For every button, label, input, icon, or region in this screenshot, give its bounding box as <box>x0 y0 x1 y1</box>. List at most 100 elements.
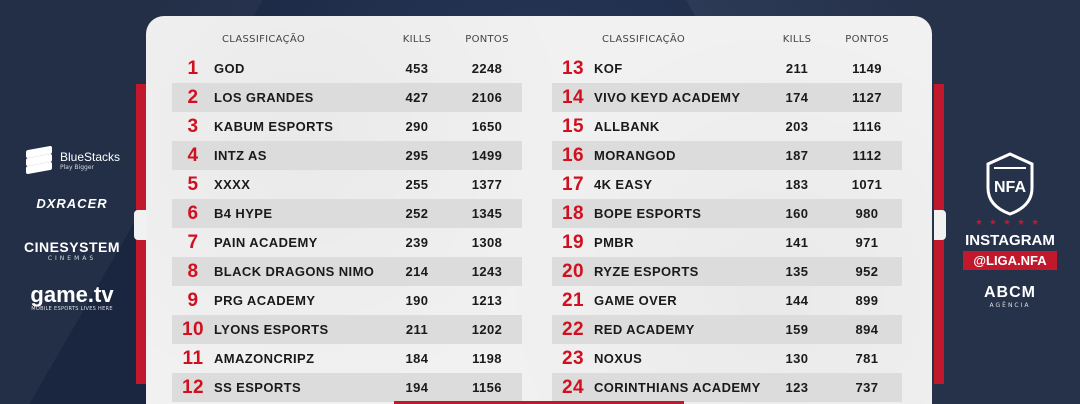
table-row: 24 CORINTHIANS ACADEMY 123 737 <box>552 373 902 402</box>
instagram-handle[interactable]: @LIGA.NFA <box>963 251 1057 270</box>
points-value: 1345 <box>471 206 503 221</box>
bluestacks-tagline: Play Bigger <box>60 163 94 171</box>
kills-value: 211 <box>405 322 429 337</box>
position-number: 11 <box>182 347 204 369</box>
kills-value: 144 <box>785 293 809 308</box>
points-value: 952 <box>855 264 879 279</box>
header-classification: Classificação <box>602 33 686 45</box>
points-value: 980 <box>855 206 879 221</box>
header-points: Pontos <box>845 33 889 45</box>
kills-value: 211 <box>785 61 809 76</box>
team-name: PAIN ACADEMY <box>214 235 318 250</box>
kills-value: 160 <box>785 206 809 221</box>
points-value: 1308 <box>471 235 503 250</box>
position-number: 14 <box>562 86 584 108</box>
points-value: 1243 <box>471 264 503 279</box>
team-name: XXXX <box>214 177 251 192</box>
kills-value: 239 <box>405 235 429 250</box>
table-header: Classificação Kills Pontos <box>552 24 902 54</box>
table-row: 22 RED ACADEMY 159 894 <box>552 315 902 344</box>
points-value: 1156 <box>472 380 502 395</box>
team-name: ALLBANK <box>594 119 660 134</box>
bluestacks-logo: BlueStacks Play Bigger <box>24 140 130 180</box>
table-row: 18 BOPE ESPORTS 160 980 <box>552 199 902 228</box>
table-row: 8 BLACK DRAGONS NIMO 214 1243 <box>172 257 522 286</box>
kills-value: 252 <box>405 206 429 221</box>
dxracer-logo: DXRACER <box>36 196 108 211</box>
position-number: 1 <box>187 57 199 79</box>
team-name: LOS GRANDES <box>214 90 314 105</box>
table-body: 1 GOD 453 2248 2 LOS GRANDES 427 2106 3 KABUM ESP… <box>172 54 522 402</box>
team-name: BLACK DRAGONS NIMO <box>214 264 375 279</box>
points-value: 1202 <box>471 322 503 337</box>
points-value: 1116 <box>852 119 882 134</box>
cinesystem-logo: CINESYSTEM CINEMAS <box>14 239 130 262</box>
points-value: 1499 <box>471 148 503 163</box>
team-name: CORINTHIANS ACADEMY <box>594 380 761 395</box>
bottom-accent-bar <box>394 401 684 404</box>
table-row: 6 B4 HYPE 252 1345 <box>172 199 522 228</box>
abcm-name: ABCM <box>984 284 1036 301</box>
position-number: 21 <box>562 289 584 311</box>
kills-value: 203 <box>785 119 809 134</box>
panel-notch-right <box>934 210 946 240</box>
header-classification: Classificação <box>222 33 306 45</box>
standings-table-right: Classificação Kills Pontos 13 KOF 211 1149 1… <box>552 24 902 402</box>
table-row: 11 AMAZONCRIPZ 184 1198 <box>172 344 522 373</box>
table-row: 14 VIVO KEYD ACADEMY 174 1127 <box>552 83 902 112</box>
instagram-label: INSTAGRAM <box>965 232 1055 249</box>
position-number: 24 <box>562 376 584 398</box>
points-value: 1377 <box>471 177 503 192</box>
kills-value: 130 <box>785 351 809 366</box>
table-header: Classificação Kills Pontos <box>172 24 522 54</box>
table-row: 13 KOF 211 1149 <box>552 54 902 83</box>
points-value: 894 <box>855 322 879 337</box>
points-value: 971 <box>855 235 879 250</box>
points-value: 1650 <box>471 119 503 134</box>
cinesystem-name: CINESYSTEM <box>23 239 120 255</box>
gametv-name: game.tv <box>30 282 114 307</box>
points-value: 1198 <box>472 351 502 366</box>
position-number: 13 <box>562 57 584 79</box>
nfa-shield-icon: NFA <box>980 152 1040 216</box>
table-row: 16 MORANGOD 187 1112 <box>552 141 902 170</box>
team-name: B4 HYPE <box>214 206 273 221</box>
abcm-logo: ABCM AGÊNCIA <box>950 284 1070 309</box>
table-row: 23 NOXUS 130 781 <box>552 344 902 373</box>
header-kills: Kills <box>782 33 812 45</box>
kills-value: 295 <box>405 148 429 163</box>
nfa-logo-text: NFA <box>994 179 1026 196</box>
position-number: 9 <box>187 289 199 311</box>
points-value: 737 <box>855 380 879 395</box>
points-value: 1112 <box>852 148 882 163</box>
points-value: 2106 <box>471 90 503 105</box>
team-name: NOXUS <box>594 351 643 366</box>
gametv-tagline: MOBILE ESPORTS LIVES HERE <box>31 306 113 312</box>
points-value: 1071 <box>851 177 883 192</box>
points-value: 781 <box>855 351 879 366</box>
points-value: 2248 <box>471 61 503 76</box>
position-number: 15 <box>562 115 584 137</box>
position-number: 20 <box>562 260 584 282</box>
team-name: RYZE ESPORTS <box>594 264 699 279</box>
header-kills: Kills <box>402 33 432 45</box>
team-name: INTZ AS <box>214 148 267 163</box>
points-value: 1127 <box>852 90 882 105</box>
kills-value: 141 <box>785 235 809 250</box>
position-number: 5 <box>187 173 199 195</box>
sponsors-right: NFA ★★★★★ INSTAGRAM @LIGA.NFA ABCM AGÊNC… <box>950 152 1070 309</box>
team-name: RED ACADEMY <box>594 322 695 337</box>
kills-value: 194 <box>405 380 429 395</box>
team-name: GAME OVER <box>594 293 678 308</box>
team-name: AMAZONCRIPZ <box>214 351 315 366</box>
position-number: 7 <box>187 231 199 253</box>
abcm-tagline: AGÊNCIA <box>989 302 1031 309</box>
team-name: 4K EASY <box>594 177 653 192</box>
table-row: 1 GOD 453 2248 <box>172 54 522 83</box>
position-number: 12 <box>182 376 204 398</box>
kills-value: 159 <box>785 322 809 337</box>
team-name: BOPE ESPORTS <box>594 206 702 221</box>
position-number: 8 <box>187 260 199 282</box>
kills-value: 290 <box>405 119 429 134</box>
team-name: KABUM ESPORTS <box>214 119 334 134</box>
